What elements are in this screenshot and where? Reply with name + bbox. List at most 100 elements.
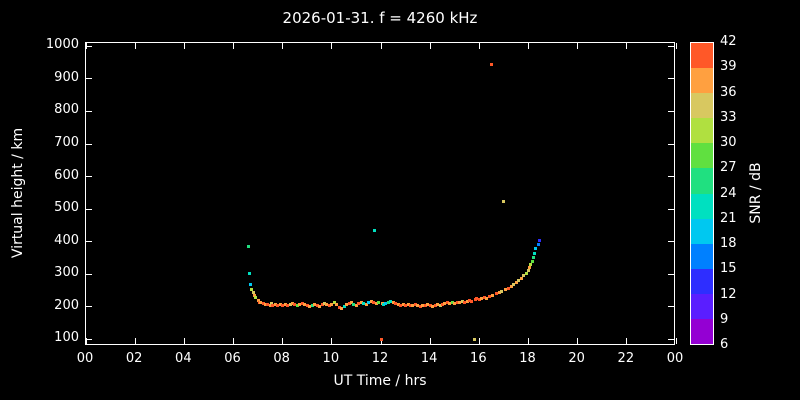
x-tick-label: 06 xyxy=(224,351,241,366)
y-tick-mark xyxy=(86,110,92,112)
data-point xyxy=(251,291,255,295)
x-tick-label: 02 xyxy=(125,351,143,366)
data-point xyxy=(386,300,390,304)
data-point xyxy=(487,294,491,298)
colorbar xyxy=(690,42,714,345)
y-tick-label: 300 xyxy=(54,265,79,281)
colorbar-tick-label: 27 xyxy=(720,160,737,176)
data-point xyxy=(261,302,265,306)
x-tick-label: 16 xyxy=(470,351,487,366)
y-tick-label: 700 xyxy=(54,135,79,150)
data-point xyxy=(534,247,538,251)
colorbar-band xyxy=(691,42,713,69)
colorbar-tick-label: 42 xyxy=(720,34,737,49)
x-tick-mark xyxy=(282,43,284,49)
data-point xyxy=(300,302,304,306)
data-point xyxy=(391,300,395,304)
x-tick-mark xyxy=(134,43,136,49)
x-tick-mark xyxy=(528,43,529,49)
data-point xyxy=(495,292,499,296)
data-point xyxy=(315,304,319,308)
data-point xyxy=(259,301,263,305)
data-point xyxy=(381,303,385,307)
x-tick-mark xyxy=(528,338,529,344)
data-point xyxy=(354,303,358,307)
data-point xyxy=(373,228,377,232)
data-point xyxy=(528,266,532,270)
data-point xyxy=(514,281,518,285)
data-point xyxy=(347,302,351,306)
colorbar-tick-label: 21 xyxy=(720,210,737,226)
y-tick-label: 600 xyxy=(54,167,79,183)
data-point xyxy=(524,271,528,275)
colorbar-tick-label: 12 xyxy=(720,286,737,302)
data-point xyxy=(421,303,425,307)
data-point xyxy=(271,304,275,308)
data-point xyxy=(389,299,393,303)
x-tick-mark xyxy=(577,338,579,344)
data-point xyxy=(475,297,479,301)
y-tick-mark xyxy=(668,78,674,80)
data-point xyxy=(396,303,400,307)
y-tick-label: 100 xyxy=(54,330,79,346)
colorbar-tick-label: 15 xyxy=(720,261,737,277)
data-point xyxy=(342,305,346,309)
data-point xyxy=(416,304,420,308)
data-point xyxy=(538,238,542,242)
data-point xyxy=(536,242,540,246)
data-point xyxy=(273,303,277,307)
y-tick-mark xyxy=(668,208,674,210)
data-point xyxy=(254,296,258,300)
data-point xyxy=(291,302,294,306)
x-tick-mark xyxy=(675,43,677,49)
y-tick-mark xyxy=(86,338,92,340)
x-tick-mark xyxy=(282,338,284,344)
y-axis-label: Virtual height / km xyxy=(10,127,26,259)
x-tick-label: 22 xyxy=(617,351,635,366)
data-point xyxy=(337,306,341,310)
x-axis-label: UT Time / hrs xyxy=(333,373,427,389)
data-point xyxy=(450,300,454,304)
data-point xyxy=(340,307,344,311)
data-point xyxy=(517,279,521,283)
data-point xyxy=(313,302,317,306)
data-point xyxy=(379,337,383,341)
x-tick-mark xyxy=(380,43,382,49)
data-point xyxy=(298,303,302,307)
data-point xyxy=(318,305,322,309)
x-tick-mark xyxy=(577,43,579,49)
data-point xyxy=(503,288,507,292)
data-point xyxy=(482,295,486,299)
x-tick-mark xyxy=(429,338,431,344)
data-point xyxy=(332,301,336,305)
data-point xyxy=(470,299,474,303)
data-point xyxy=(409,304,412,308)
data-point xyxy=(246,245,250,249)
y-tick-mark xyxy=(86,78,92,80)
data-point xyxy=(465,299,469,303)
colorbar-tick-label: 30 xyxy=(720,135,737,150)
y-tick-mark xyxy=(86,143,92,145)
x-tick-mark xyxy=(183,338,185,344)
y-tick-mark xyxy=(86,176,92,178)
data-point xyxy=(428,304,432,308)
x-tick-label: 00 xyxy=(76,351,94,366)
data-point xyxy=(477,298,481,302)
y-tick-mark xyxy=(86,241,92,243)
data-point xyxy=(443,302,447,306)
data-point xyxy=(433,303,437,307)
y-tick-mark xyxy=(668,273,674,275)
colorbar-band xyxy=(691,167,713,194)
data-point xyxy=(367,301,371,305)
data-point xyxy=(404,304,408,308)
data-point xyxy=(357,302,361,306)
data-point xyxy=(295,304,299,308)
colorbar-tick-label: 39 xyxy=(720,59,737,75)
y-tick-mark xyxy=(668,338,674,340)
y-tick-label: 800 xyxy=(54,102,79,118)
data-point xyxy=(322,302,326,306)
colorbar-tick-label: 24 xyxy=(720,185,737,201)
data-point xyxy=(431,304,435,308)
x-tick-label: 10 xyxy=(322,351,340,366)
colorbar-tick-label: 9 xyxy=(720,311,729,327)
